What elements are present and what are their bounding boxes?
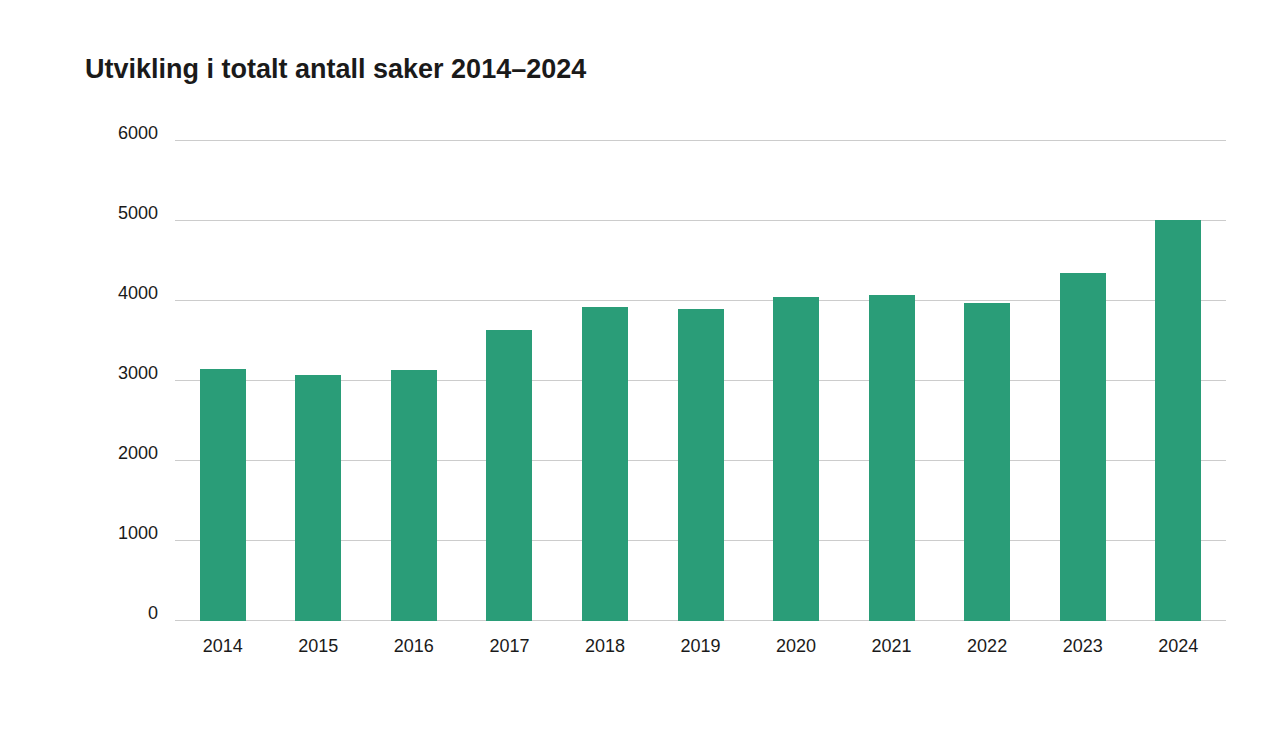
chart-title: Utvikling i totalt antall saker 2014–202… <box>85 54 586 84</box>
x-axis-tick-label: 2024 <box>1133 636 1223 657</box>
gridline <box>175 220 1226 221</box>
x-axis-tick-label: 2018 <box>560 636 650 657</box>
y-axis-tick-label: 0 <box>0 603 158 624</box>
x-axis-tick-label: 2014 <box>178 636 268 657</box>
bar-2017 <box>486 330 532 621</box>
bar-2018 <box>582 307 628 621</box>
bar-2023 <box>1060 273 1106 621</box>
y-axis-tick-label: 6000 <box>0 123 158 144</box>
bar-2020 <box>773 297 819 621</box>
bar-chart: Utvikling i totalt antall saker 2014–202… <box>0 0 1268 729</box>
x-axis-tick-label: 2015 <box>273 636 363 657</box>
x-axis-tick-label: 2017 <box>464 636 554 657</box>
x-axis-tick-label: 2021 <box>847 636 937 657</box>
bar-2015 <box>295 375 341 621</box>
x-axis-tick-label: 2023 <box>1038 636 1128 657</box>
bar-2016 <box>391 370 437 621</box>
x-axis-tick-label: 2019 <box>656 636 746 657</box>
y-axis-tick-label: 2000 <box>0 443 158 464</box>
gridline <box>175 140 1226 141</box>
y-axis-tick-label: 3000 <box>0 363 158 384</box>
y-axis-tick-label: 4000 <box>0 283 158 304</box>
y-axis-tick-label: 5000 <box>0 203 158 224</box>
x-axis-tick-label: 2020 <box>751 636 841 657</box>
x-axis-tick-label: 2016 <box>369 636 459 657</box>
y-axis-tick-label: 1000 <box>0 523 158 544</box>
x-axis-tick-label: 2022 <box>942 636 1032 657</box>
bar-2022 <box>964 303 1010 621</box>
bar-2019 <box>678 309 724 621</box>
bar-2024 <box>1155 220 1201 621</box>
bar-2021 <box>869 295 915 621</box>
bar-2014 <box>200 369 246 621</box>
